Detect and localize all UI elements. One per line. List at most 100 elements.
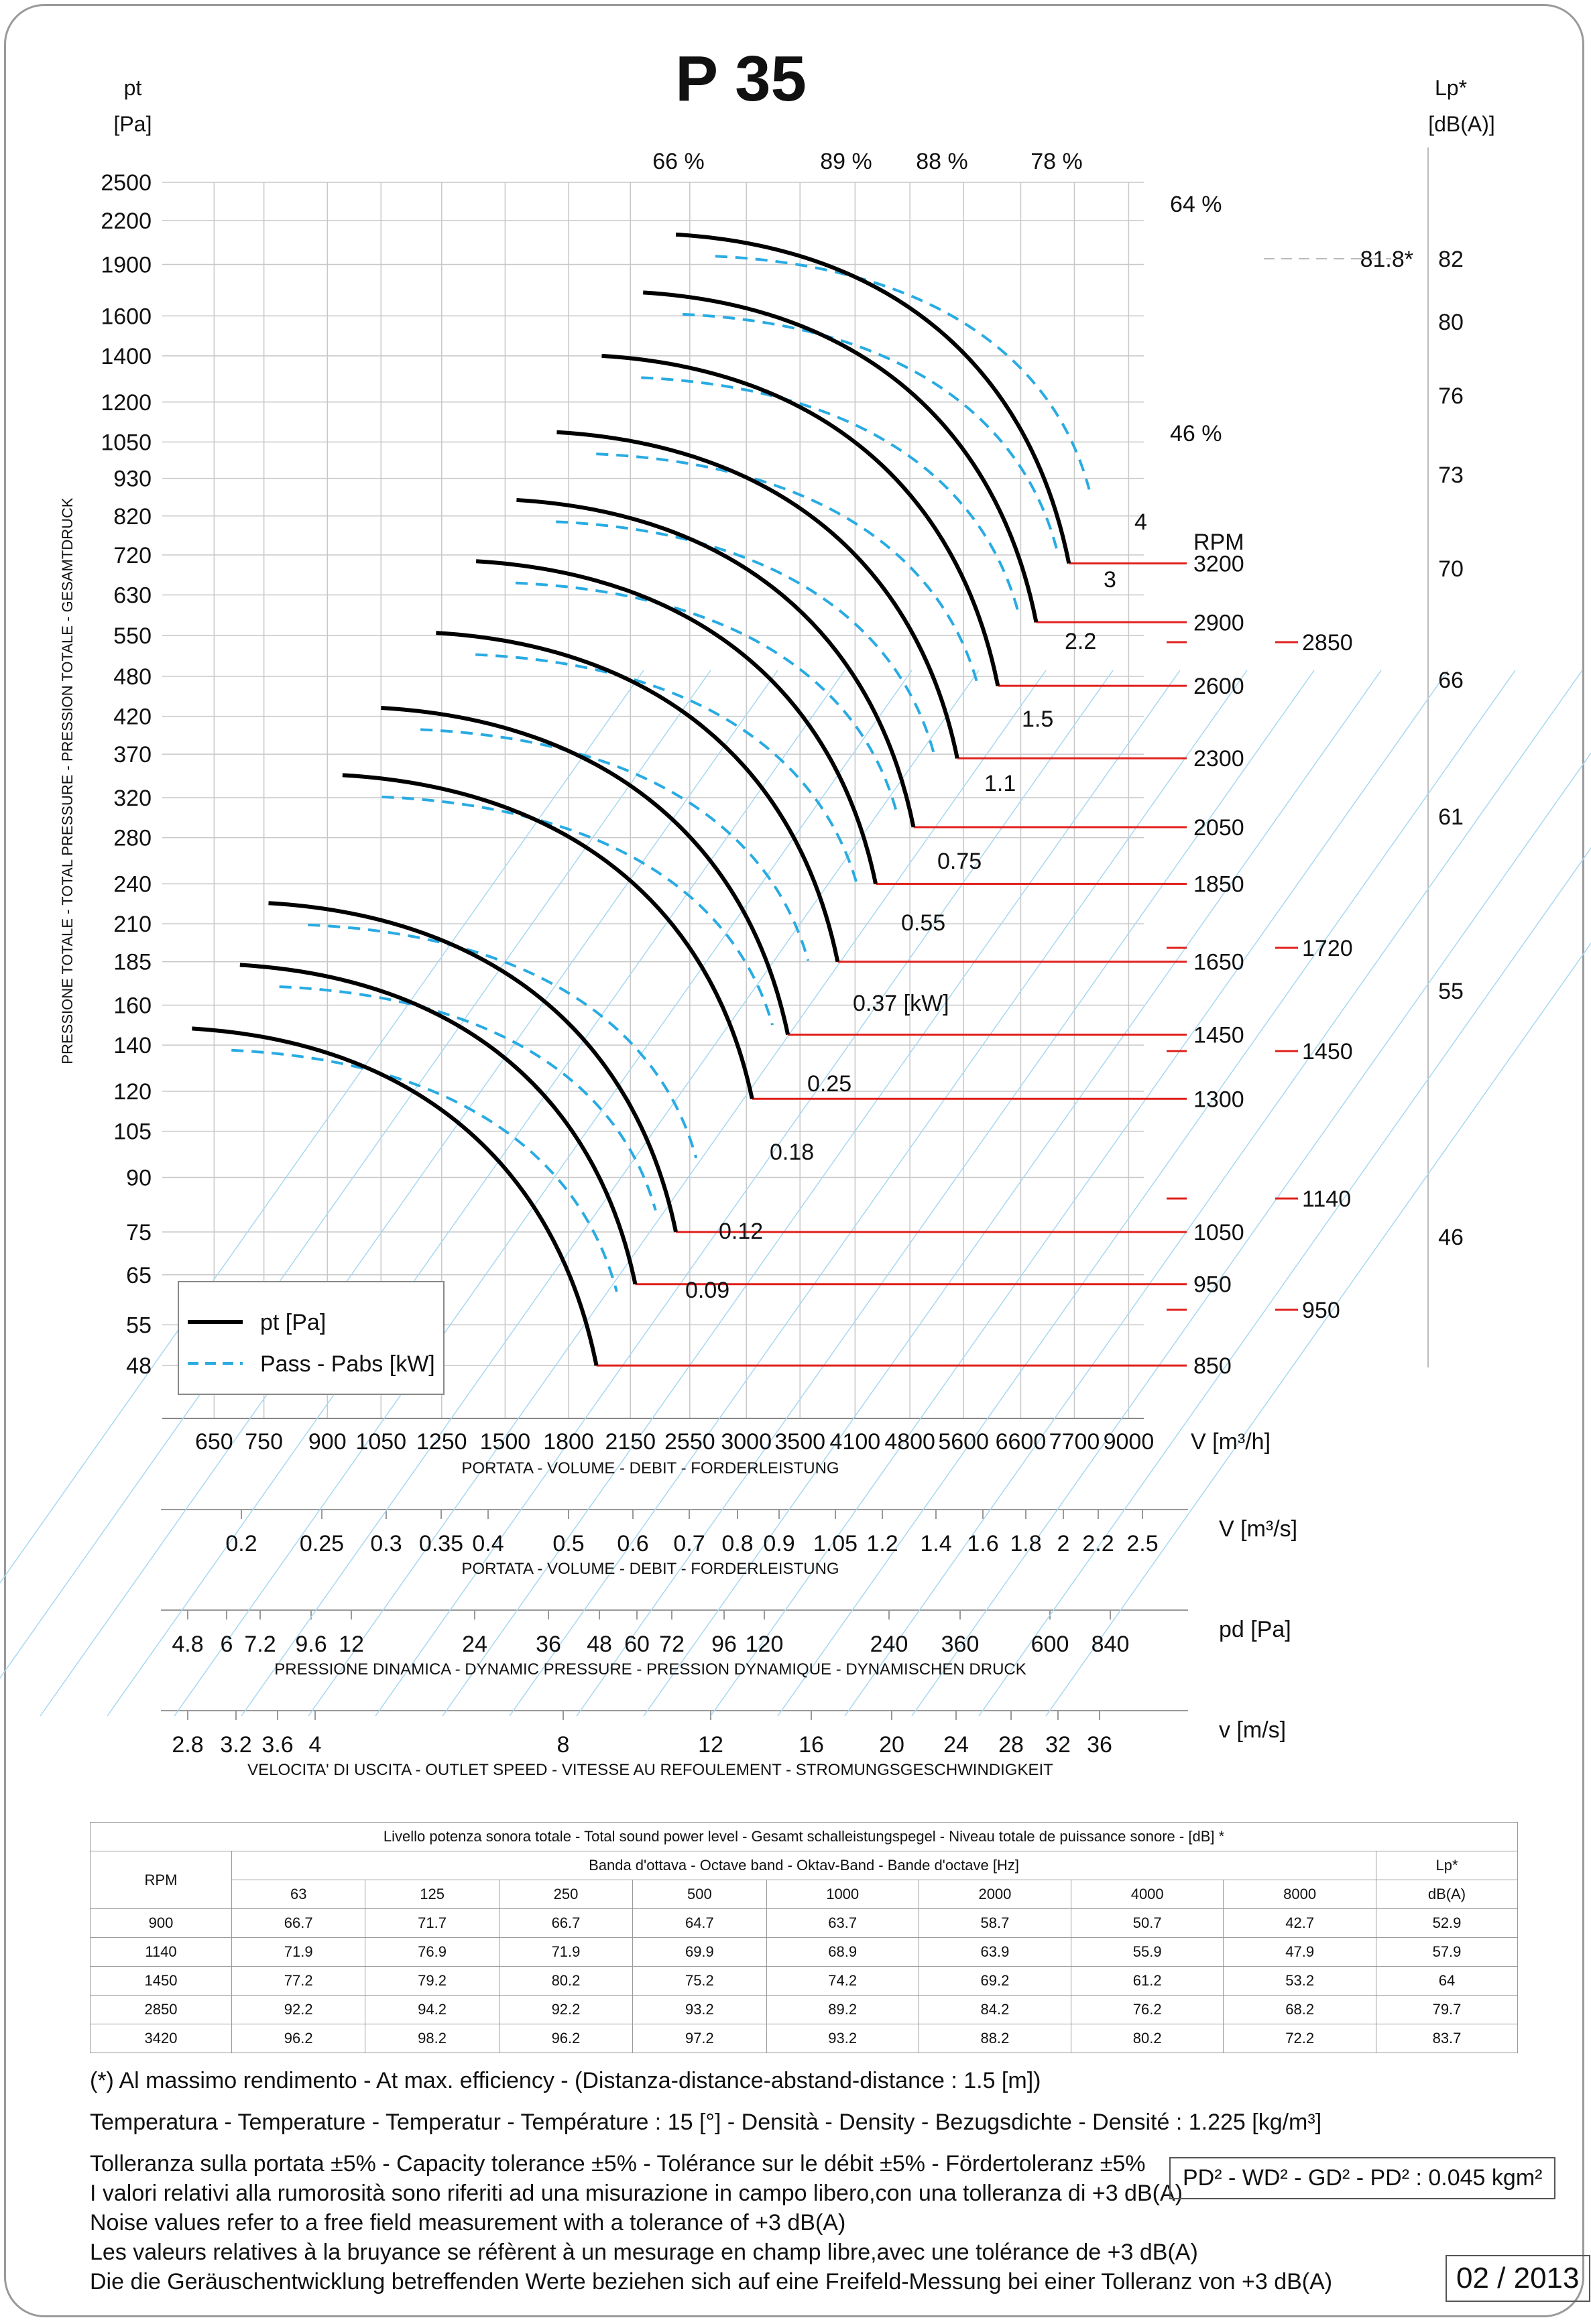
scale-pd-tick-label: 7.2 [244,1632,276,1657]
chart-legend: pt [Pa] Pass - Pabs [kW] [178,1281,445,1395]
table-header-row: Livello potenza sonora totale - Total so… [90,1822,1518,1851]
legend-label: Pass - Pabs [kW] [260,1351,435,1377]
table-value-cell: 93.2 [766,2024,919,2053]
table-band-cell: 1000 [766,1880,919,1909]
rpm-extra-label: 1140 [1302,1186,1351,1212]
power-curve [641,376,1020,613]
power-label: 0.75 [937,849,982,874]
table-value-cell: 68.9 [766,1937,919,1967]
scale-v-tick-label: 24 [943,1732,969,1758]
rpm-extra-label: 950 [1302,1298,1340,1323]
scale-v-title: VELOCITA' DI USCITA - OUTLET SPEED - VIT… [247,1761,1053,1779]
table-band-cell: 500 [632,1880,767,1909]
table-value-cell: 71.7 [365,1908,499,1938]
pressure-curve [192,1026,599,1366]
pressure-curve [556,430,959,759]
y-tick-label: 185 [113,950,152,975]
rpm-extra-label: 2850 [1302,630,1353,656]
table-lp-header: Lp* [1376,1851,1518,1880]
scale-ms-tick-label: 1.2 [866,1531,898,1556]
chart-grid [161,147,1429,1720]
table-value-cell: 47.9 [1223,1937,1376,1967]
table-bands-row: 63 125 250 500 1000 2000 4000 8000 dB(A) [91,1880,1518,1909]
date-box: 02 / 2013 [1446,2255,1590,2302]
scale-pd-tick-label: 9.6 [295,1632,327,1657]
y-tick-label: 630 [113,583,152,609]
x-tick-label: 3500 [774,1429,825,1455]
table-value-cell: 71.9 [231,1937,366,1967]
efficiency-line [978,847,1591,1717]
table-value-cell: 63.7 [766,1908,919,1938]
efficiency-line [643,670,1382,1717]
note-efficiency: (*) Al massimo rendimento - At max. effi… [90,2068,1041,2093]
y-tick-label: 930 [113,467,152,492]
table-lp-cell: 57.9 [1376,1937,1518,1967]
power-curve [308,923,698,1159]
pressure-curve [675,232,1071,564]
scale-pd-tick-label: 60 [624,1632,650,1657]
x-tick-label: 750 [245,1429,283,1455]
table-row: 3420 96.2 98.2 96.2 97.2 93.2 88.2 80.2 72.2 83.7 [90,2024,1518,2053]
pressure-curve [239,963,638,1285]
scale-v-tick-label: 16 [799,1732,824,1758]
scale-v-tick-label: 8 [557,1732,570,1758]
table-band-cell: 2000 [918,1880,1072,1909]
efficiency-line [375,670,1114,1717]
y-tick-label: 280 [113,826,152,851]
scale-v-tick-label: 3.2 [220,1732,251,1758]
power-label: 0.12 [719,1219,763,1244]
power-label: 0.37 [kW] [853,991,949,1016]
scale-pd-tick-label: 840 [1092,1632,1130,1657]
pressure-curve [643,290,1039,623]
power-curve [475,653,860,888]
rpm-extra-label: 1450 [1302,1039,1353,1064]
legend-box [178,1281,445,1395]
scale-pd-tick-label: 48 [587,1632,612,1657]
pressure-curve [475,559,878,885]
table-value-cell: 92.2 [231,1995,366,2024]
efficiency-line [241,670,980,1717]
page-frame [4,4,1584,2317]
power-curve [420,728,810,961]
note-tolerance-3: Noise values refer to a free field measu… [90,2210,846,2236]
table-value-cell: 55.9 [1071,1937,1224,1967]
scale-ms-tick-label: 2.2 [1082,1531,1114,1556]
y-right-tick: 73 [1438,463,1464,488]
y-tick-label: 105 [113,1119,152,1145]
table-value-cell: 77.2 [231,1966,366,1996]
pressure-curve [342,773,754,1099]
table-value-cell: 79.2 [365,1966,499,1996]
rpm-label: 2300 [1193,746,1244,772]
inertia-box: PD² - WD² - GD² - PD² : 0.045 kgm² [1169,2157,1556,2199]
note-tolerance-1: Tolleranza sulla portata ±5% - Capacity … [90,2151,1146,2177]
rpm-label: 1300 [1193,1087,1244,1112]
power-curve [515,581,898,810]
rpm-label: 950 [1193,1272,1232,1298]
table-rpm-cell: 1140 [90,1937,232,1967]
power-label: 4 [1134,509,1147,535]
power-label: 3 [1104,567,1116,593]
table-band-cell: 63 [231,1880,366,1909]
table-value-cell: 69.9 [632,1937,767,1967]
y-tick-label: 720 [113,543,152,568]
table-band-cell: 8000 [1223,1880,1376,1909]
scale-pd-tick-label: 12 [339,1632,364,1657]
rpm-label: 850 [1193,1353,1232,1379]
efficiency-line [844,670,1583,1717]
table-row: 2850 92.2 94.2 92.2 93.2 89.2 84.2 76.2 68.2 79.7 [90,1995,1518,2024]
y-left-label-2: [Pa] [114,112,152,136]
y-tick-label: 160 [113,993,152,1019]
y-tick-label: 370 [113,742,152,768]
scale-ms-tick-label: 1.6 [967,1531,998,1556]
y-tick-label: 2500 [101,170,152,196]
table-band-cell: 4000 [1071,1880,1224,1909]
x-tick-label: 3000 [721,1429,772,1455]
table-value-cell: 63.9 [918,1937,1072,1967]
table-rpm-cell: 3420 [90,2024,232,2053]
y-tick-label: 1200 [101,390,152,416]
table-value-cell: 66.7 [231,1908,366,1938]
efficiency-line [442,670,1181,1717]
scale-v-tick-label: 20 [879,1732,904,1758]
sound-power-table: Livello potenza sonora totale - Total so… [90,1822,1518,2053]
table-rpm-cell: 900 [90,1908,232,1938]
